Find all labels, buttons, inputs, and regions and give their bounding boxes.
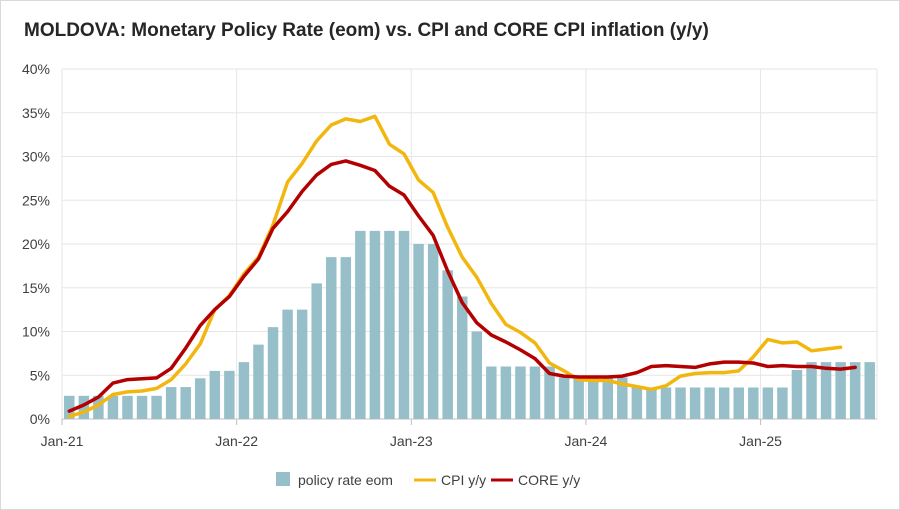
x-tick-label: Jan-22 xyxy=(215,433,258,449)
x-tick-label: Jan-23 xyxy=(390,433,433,449)
bar-policy-rate xyxy=(762,387,774,419)
bar-policy-rate xyxy=(224,370,235,419)
x-tick-label: Jan-24 xyxy=(565,433,608,449)
bar-policy-rate xyxy=(471,331,483,419)
y-tick-label: 35% xyxy=(22,105,50,121)
bar-policy-rate xyxy=(558,377,570,419)
bar-policy-rate xyxy=(529,366,541,419)
y-tick-label: 40% xyxy=(22,61,50,77)
bar-policy-rate xyxy=(180,387,191,419)
bar-policy-rate xyxy=(369,230,381,419)
bar-policy-rate xyxy=(806,362,817,419)
bar-policy-rate xyxy=(602,377,613,419)
bar-policy-rate xyxy=(791,370,803,419)
y-tick-label: 10% xyxy=(22,324,50,340)
bar-policy-rate xyxy=(238,362,250,419)
bar-policy-rate xyxy=(748,387,759,419)
bar-policy-rate xyxy=(427,244,439,419)
bar-policy-rate xyxy=(864,362,875,419)
line-core-cpi xyxy=(67,159,857,413)
bar-policy-rate xyxy=(733,387,744,419)
bar-policy-rate xyxy=(718,387,730,419)
bar-policy-rate xyxy=(587,377,599,419)
bar-policy-rate xyxy=(107,395,119,419)
bar-policy-rate xyxy=(78,395,90,419)
bar-policy-rate xyxy=(195,378,206,419)
bar-policy-rate xyxy=(340,257,352,419)
bar-policy-rate xyxy=(573,377,584,419)
bar-policy-rate xyxy=(456,296,468,419)
bar-policy-rate xyxy=(326,257,337,419)
bar-policy-rate xyxy=(544,366,555,419)
bar-policy-rate xyxy=(704,387,715,419)
bar-policy-rate xyxy=(311,283,322,419)
bar-policy-rate xyxy=(617,377,628,419)
legend-label-cpi: CPI y/y xyxy=(441,472,486,488)
bar-policy-rate xyxy=(267,327,279,419)
x-tick-label: Jan-25 xyxy=(739,433,782,449)
bar-policy-rate xyxy=(777,387,788,419)
y-tick-label: 0% xyxy=(30,411,50,427)
bar-policy-rate xyxy=(209,370,221,419)
bar-policy-rate xyxy=(136,395,148,419)
x-tick-label: Jan-21 xyxy=(41,433,84,449)
bar-policy-rate xyxy=(151,395,162,419)
bar-policy-rate xyxy=(413,244,424,419)
bar-policy-rate xyxy=(515,366,526,419)
bar-policy-rate xyxy=(355,230,366,419)
bar-policy-rate xyxy=(631,386,643,419)
bar-policy-rate xyxy=(820,362,832,419)
bar-policy-rate xyxy=(384,230,395,419)
bar-policy-rate xyxy=(64,395,75,419)
bar-policy-rate xyxy=(122,395,133,419)
line-cpi xyxy=(67,114,843,419)
y-tick-label: 30% xyxy=(22,149,50,165)
legend-swatch-policy-rate xyxy=(276,472,290,486)
bar-policy-rate xyxy=(689,387,701,419)
y-tick-label: 5% xyxy=(30,367,50,383)
bar-policy-rate xyxy=(660,387,672,419)
bar-policy-rate xyxy=(442,270,453,419)
legend-label-policy-rate: policy rate eom xyxy=(298,472,393,488)
y-tick-label: 25% xyxy=(22,192,50,208)
bar-policy-rate xyxy=(398,230,410,419)
bar-policy-rate xyxy=(93,395,104,419)
bar-policy-rate xyxy=(835,362,846,419)
bar-policy-rate xyxy=(486,366,497,419)
legend-label-core: CORE y/y xyxy=(518,472,580,488)
bar-policy-rate xyxy=(296,309,308,419)
bar-policy-rate xyxy=(500,366,512,419)
y-tick-label: 20% xyxy=(22,236,50,252)
bar-policy-rate xyxy=(849,362,861,419)
bar-policy-rate xyxy=(165,387,177,419)
bar-policy-rate xyxy=(282,309,293,419)
bar-policy-rate xyxy=(675,387,686,419)
y-tick-label: 15% xyxy=(22,280,50,296)
chart-title: MOLDOVA: Monetary Policy Rate (eom) vs. … xyxy=(24,20,709,41)
bar-policy-rate xyxy=(646,387,657,419)
bar-policy-rate xyxy=(253,344,264,419)
